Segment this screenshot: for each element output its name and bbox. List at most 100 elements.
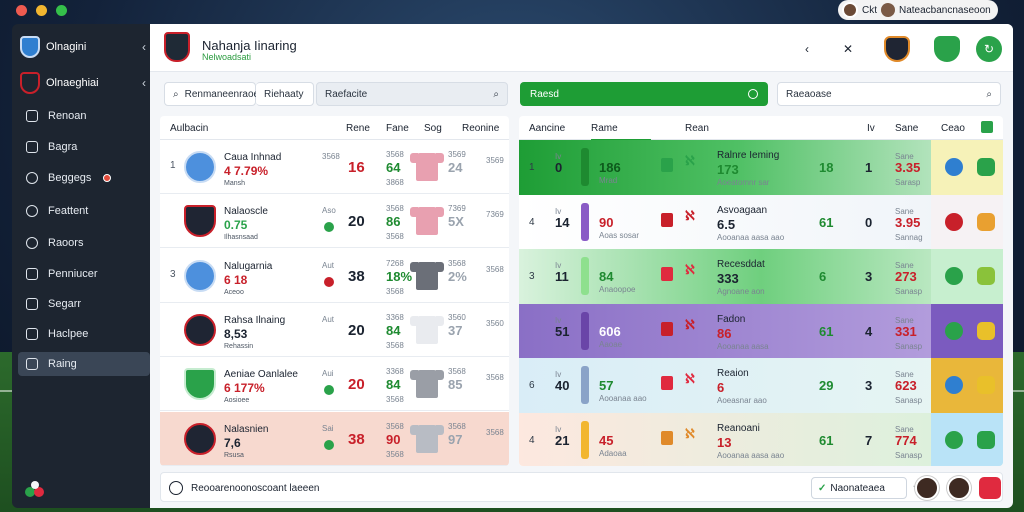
row-diff: 7 — [865, 432, 873, 448]
kit-shirt-icon[interactable] — [410, 424, 444, 453]
row-subtext: Agnoane aon — [717, 287, 765, 296]
record-button[interactable] — [979, 477, 1001, 499]
table-row[interactable]: Aeniae Oanlalee 6 177% Aosioee Aui 20 33… — [160, 357, 509, 412]
opponent-crest-icon[interactable] — [884, 36, 910, 62]
column-header[interactable]: Aulbacin — [170, 123, 209, 134]
form-bar — [581, 311, 589, 350]
search-input[interactable]: Raefacite ⌕ — [316, 82, 508, 106]
team-badge-icon — [184, 368, 216, 401]
club-badge-icon[interactable] — [945, 430, 963, 449]
scope-chip[interactable]: ⌕ Renmaneenraoe — [164, 82, 259, 106]
sidebar-item-8[interactable]: Raing — [18, 352, 150, 376]
table-row[interactable]: 3 Nalugarnia 6 18 Aceoo Aut 38 7268 18% … — [160, 248, 509, 303]
action-icon[interactable] — [977, 267, 995, 285]
table-row[interactable]: Iv 51 606 Aaoae ℵ Fadon 86 Aooanaa aasa … — [519, 303, 1003, 359]
sidebar-item-0[interactable]: Renoan — [18, 104, 150, 128]
club-badge-icon[interactable] — [945, 267, 963, 285]
row-mini-label: 3569 — [486, 156, 504, 165]
team-name: Caua Inhnad — [224, 152, 282, 163]
row-mini-label: 3568 — [486, 264, 504, 274]
kit-shirt-icon[interactable] — [410, 207, 444, 236]
flag-icon[interactable] — [981, 121, 993, 133]
team-stat: 0.75 — [224, 218, 248, 233]
action-icon[interactable] — [977, 158, 995, 176]
action-icon[interactable] — [977, 430, 995, 449]
sidebar-item-5[interactable]: Penniucer — [18, 262, 150, 286]
column-header[interactable]: Reonine — [462, 123, 500, 134]
team-name: Nalaoscle — [224, 206, 268, 218]
table-row[interactable]: 3 Iv 11 84 Anaoopoe ℵ Recesddat 333 Agno… — [519, 249, 1003, 304]
table-row[interactable]: 6 Iv 40 57 Aooanaa aao ℵ Reaion 6 Aoeasn… — [519, 358, 1003, 413]
club-badge-icon[interactable] — [945, 158, 963, 176]
grid-icon — [26, 205, 38, 217]
table-row[interactable]: Rahsa Ilnaing 8,53 Rehassin Aut 20 3368 … — [160, 302, 509, 357]
row-subtext: Sannag — [895, 232, 923, 242]
sidebar-club-selector[interactable]: Olnagini ‹ — [20, 32, 146, 62]
shield-icon[interactable] — [934, 36, 960, 62]
sidebar-item-2[interactable]: Beggegs — [18, 166, 150, 190]
chevron-left-icon[interactable]: ‹ — [142, 40, 146, 54]
row-mini-label: 3568 — [448, 421, 466, 431]
info-icon[interactable] — [169, 481, 183, 495]
action-icon[interactable] — [977, 321, 995, 340]
column-header[interactable]: Rame — [591, 123, 651, 141]
sidebar-item-6[interactable]: Segarr — [18, 292, 150, 316]
row-rating: 3.35 — [895, 160, 921, 175]
column-header[interactable]: Aancine — [529, 123, 566, 134]
sidebar-item-label: Raing — [48, 358, 77, 370]
chevron-left-icon[interactable]: ‹ — [142, 76, 146, 90]
club-badge-icon[interactable] — [945, 376, 963, 394]
column-header[interactable]: Sog — [424, 123, 442, 134]
filter-dropdown[interactable]: Riehaaty — [256, 82, 314, 106]
right-search-input[interactable]: Raeaoase ⌕ — [777, 82, 1001, 106]
maximize-window-button[interactable] — [56, 5, 67, 16]
table-row[interactable]: Nalaoscle 0.75 Ilhasnsaad Aso 20 3568 86… — [160, 194, 509, 249]
table-row[interactable]: 1 Iv 0 186 Mrad ℵ Ralnre Ieming 173 Aoea… — [519, 140, 1003, 195]
table-row[interactable]: 1 Caua Inhnad 4 7.79% Mansh 3568 16 3568… — [160, 140, 509, 194]
column-header[interactable]: Rean — [685, 123, 709, 134]
kit-shirt-icon[interactable] — [410, 261, 444, 290]
status-ball-icon — [324, 385, 334, 396]
team-subtext: Aceoo — [224, 288, 244, 296]
row-points: 20 — [348, 376, 365, 394]
kit-shirt-icon[interactable] — [410, 153, 444, 181]
table-row[interactable]: Nalasnien 7,6 Rsusa Sai 38 3568 90 3568 … — [160, 411, 509, 466]
column-header[interactable]: Iv — [867, 123, 875, 134]
minimize-window-button[interactable] — [36, 5, 47, 16]
sidebar-item-4[interactable]: Raoors — [18, 231, 150, 255]
column-header[interactable]: Rene — [346, 123, 370, 134]
user-menu[interactable]: Ckt Nateacbancnaseoon — [838, 0, 998, 20]
coach-avatar[interactable] — [947, 476, 971, 500]
column-header[interactable]: Ceao — [941, 123, 965, 134]
club-badge-icon[interactable] — [945, 321, 963, 340]
opponent-value: 333 — [717, 271, 739, 286]
check-icon: ✓ — [818, 482, 827, 494]
club-badge-icon[interactable] — [945, 212, 963, 231]
footer-filter[interactable]: ✓ Naonateaea — [811, 477, 907, 499]
row-points: 45 — [599, 432, 614, 448]
action-icon[interactable] — [977, 212, 995, 231]
table-row[interactable]: 4 Iv 21 45 Adaoaa ℵ Reanoani 13 Aooanaa … — [519, 412, 1003, 466]
table-row[interactable]: 4 Iv 14 90 Aoas sosar ℵ Asvoagaan 6.5 Ao… — [519, 194, 1003, 250]
manager-avatar[interactable] — [915, 476, 939, 500]
row-diff: 1 — [865, 160, 873, 175]
row-mini-label: 3568 — [386, 150, 404, 159]
row-mini-label: 3568 — [448, 367, 466, 377]
calendar-icon — [26, 141, 38, 153]
close-window-button[interactable] — [16, 5, 27, 16]
chevron-left-icon[interactable]: ‹ — [805, 42, 809, 56]
kit-shirt-icon[interactable] — [410, 315, 444, 344]
column-header[interactable]: Fane — [386, 123, 409, 134]
sidebar-item-3[interactable]: Feattent — [18, 199, 150, 223]
sidebar-league-selector[interactable]: Olnaeghiai ‹ — [20, 68, 146, 98]
refresh-icon[interactable]: ↻ — [976, 36, 1002, 62]
sidebar-item-7[interactable]: Haclpee — [18, 322, 150, 346]
row-subtext: Aaoae — [599, 339, 623, 349]
active-filter-bar[interactable]: Raesd — [520, 82, 768, 106]
sidebar-item-1[interactable]: Bagra — [18, 135, 150, 159]
kit-shirt-icon[interactable] — [410, 370, 444, 399]
column-header[interactable]: Sane — [895, 123, 919, 134]
action-icon[interactable] — [977, 376, 995, 394]
club-mark-icon: ℵ — [685, 262, 695, 277]
row-mini-label: Aut — [322, 314, 335, 324]
